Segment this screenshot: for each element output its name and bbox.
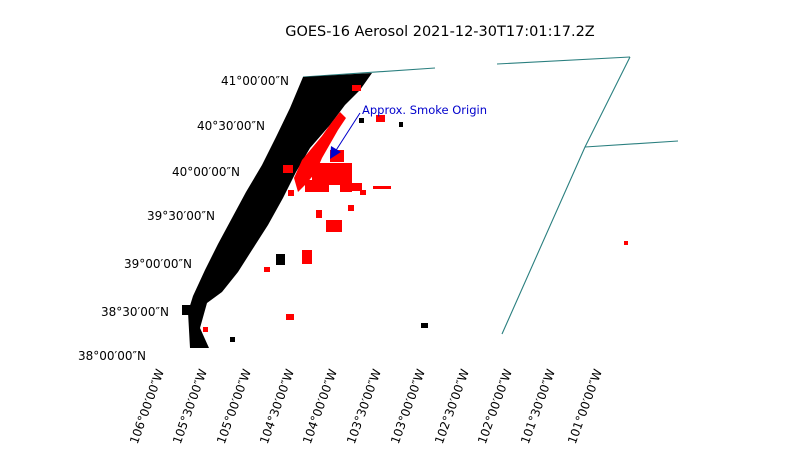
state-boundaries xyxy=(302,56,679,335)
smoke-pixel xyxy=(288,190,294,196)
smoke-pixel xyxy=(305,180,329,192)
lat-label: 40°00′00″N xyxy=(172,165,240,179)
no-data-block xyxy=(182,305,191,315)
no-data-block xyxy=(399,122,403,127)
smoke-pixel xyxy=(624,241,628,245)
arrow-head xyxy=(330,146,341,159)
boundary-ks-ne xyxy=(584,140,679,148)
no-data-block xyxy=(276,254,285,265)
smoke-pixel xyxy=(316,210,322,218)
lat-label: 41°00′00″N xyxy=(221,74,289,88)
smoke-pixel xyxy=(283,165,293,173)
arrow-shaft xyxy=(332,112,361,156)
no-data-block xyxy=(230,337,235,342)
smoke-pixel xyxy=(286,314,294,320)
smoke-pixel xyxy=(352,85,361,91)
boundary-north-east xyxy=(496,56,631,65)
smoke-detections xyxy=(203,85,628,332)
smoke-pixel xyxy=(203,327,208,332)
annotation-arrow xyxy=(330,112,361,159)
map-title: GOES-16 Aerosol 2021-12-30T17:01:17.2Z xyxy=(285,24,595,40)
boundary-north xyxy=(302,67,436,78)
smoke-pixel xyxy=(302,250,312,264)
boundary-east-diagonal xyxy=(501,56,631,335)
smoke-pixel xyxy=(326,220,342,232)
lat-label: 38°00′00″N xyxy=(78,349,146,363)
annotation-label: Approx. Smoke Origin xyxy=(362,103,488,117)
smoke-pixel xyxy=(340,178,352,192)
lat-label: 38°30′00″N xyxy=(101,305,169,319)
smoke-pixel xyxy=(348,205,354,211)
lat-label: 39°30′00″N xyxy=(147,209,215,223)
smoke-pixel xyxy=(360,190,366,195)
no-data-region xyxy=(188,73,372,348)
smoke-pixel xyxy=(264,267,270,272)
smoke-pixel xyxy=(376,115,385,122)
no-data-block xyxy=(359,118,364,123)
no-data-swath xyxy=(182,73,428,348)
smoke-pixel xyxy=(373,186,391,189)
lat-label: 40°30′00″N xyxy=(197,119,265,133)
lat-label: 39°00′00″N xyxy=(124,257,192,271)
no-data-block xyxy=(421,323,428,328)
smoke-cluster xyxy=(294,112,346,192)
smoke-pixel xyxy=(352,183,362,191)
